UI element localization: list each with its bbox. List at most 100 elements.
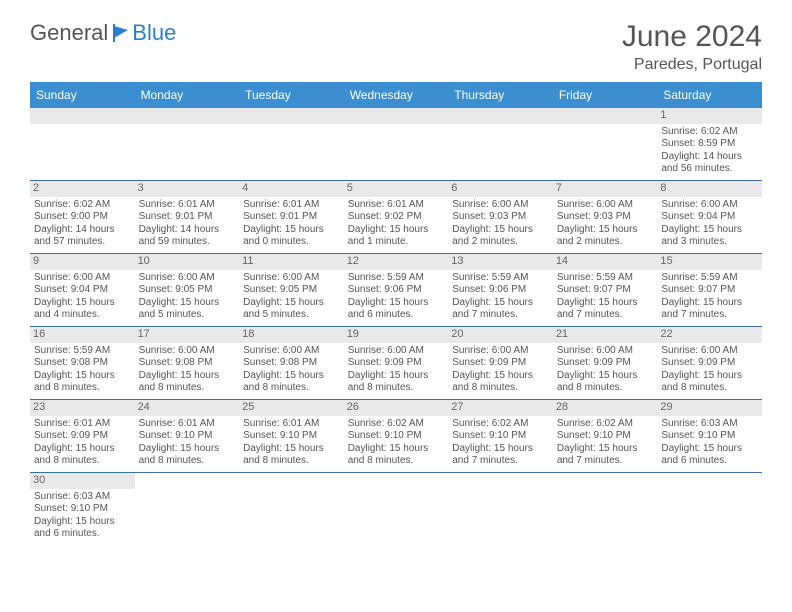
daylight-text: Daylight: 15 hours and 2 minutes. [452, 224, 549, 249]
empty-cell [135, 473, 240, 546]
day-number: 28 [553, 400, 658, 416]
title-block: June 2024 Paredes, Portugal [622, 20, 762, 74]
sunset-text: Sunset: 9:10 PM [348, 430, 445, 443]
weekday-header: Monday [135, 82, 240, 108]
sunrise-text: Sunrise: 6:00 AM [452, 345, 549, 358]
daylight-text: Daylight: 15 hours and 8 minutes. [34, 443, 131, 468]
daylight-text: Daylight: 15 hours and 2 minutes. [557, 224, 654, 249]
sunset-text: Sunset: 9:03 PM [452, 211, 549, 224]
calendar-row: 30Sunrise: 6:03 AMSunset: 9:10 PMDayligh… [30, 473, 762, 546]
day-number: 17 [135, 327, 240, 343]
sunrise-text: Sunrise: 6:01 AM [34, 418, 131, 431]
day-cell: 18Sunrise: 6:00 AMSunset: 9:08 PMDayligh… [239, 327, 344, 400]
day-cell: 26Sunrise: 6:02 AMSunset: 9:10 PMDayligh… [344, 400, 449, 473]
day-number: 16 [30, 327, 135, 343]
sunset-text: Sunset: 9:04 PM [661, 211, 758, 224]
sunrise-text: Sunrise: 6:02 AM [452, 418, 549, 431]
calendar-row: 2Sunrise: 6:02 AMSunset: 9:00 PMDaylight… [30, 181, 762, 254]
day-cell: 12Sunrise: 5:59 AMSunset: 9:06 PMDayligh… [344, 254, 449, 327]
day-cell: 4Sunrise: 6:01 AMSunset: 9:01 PMDaylight… [239, 181, 344, 254]
daylight-text: Daylight: 15 hours and 8 minutes. [348, 370, 445, 395]
daylight-text: Daylight: 15 hours and 5 minutes. [139, 297, 236, 322]
flag-icon [112, 24, 132, 42]
weekday-header: Wednesday [344, 82, 449, 108]
sunrise-text: Sunrise: 6:00 AM [452, 199, 549, 212]
sunrise-text: Sunrise: 6:01 AM [243, 199, 340, 212]
sunset-text: Sunset: 9:05 PM [243, 284, 340, 297]
day-number: 6 [448, 181, 553, 197]
empty-daynum-bar [30, 108, 135, 124]
day-cell: 30Sunrise: 6:03 AMSunset: 9:10 PMDayligh… [30, 473, 135, 546]
day-number: 29 [657, 400, 762, 416]
sunset-text: Sunset: 9:08 PM [34, 357, 131, 370]
day-cell: 1Sunrise: 6:02 AMSunset: 8:59 PMDaylight… [657, 108, 762, 181]
day-cell: 5Sunrise: 6:01 AMSunset: 9:02 PMDaylight… [344, 181, 449, 254]
daylight-text: Daylight: 15 hours and 7 minutes. [557, 297, 654, 322]
day-cell: 16Sunrise: 5:59 AMSunset: 9:08 PMDayligh… [30, 327, 135, 400]
calendar-row: 23Sunrise: 6:01 AMSunset: 9:09 PMDayligh… [30, 400, 762, 473]
sunrise-text: Sunrise: 6:02 AM [348, 418, 445, 431]
calendar-row: 9Sunrise: 6:00 AMSunset: 9:04 PMDaylight… [30, 254, 762, 327]
daylight-text: Daylight: 15 hours and 5 minutes. [243, 297, 340, 322]
day-cell: 14Sunrise: 5:59 AMSunset: 9:07 PMDayligh… [553, 254, 658, 327]
sunrise-text: Sunrise: 6:00 AM [34, 272, 131, 285]
day-number: 20 [448, 327, 553, 343]
sunset-text: Sunset: 9:09 PM [661, 357, 758, 370]
day-cell: 24Sunrise: 6:01 AMSunset: 9:10 PMDayligh… [135, 400, 240, 473]
day-cell: 8Sunrise: 6:00 AMSunset: 9:04 PMDaylight… [657, 181, 762, 254]
sunset-text: Sunset: 9:10 PM [139, 430, 236, 443]
sunset-text: Sunset: 9:01 PM [139, 211, 236, 224]
sunrise-text: Sunrise: 6:01 AM [243, 418, 340, 431]
day-number: 22 [657, 327, 762, 343]
day-cell: 20Sunrise: 6:00 AMSunset: 9:09 PMDayligh… [448, 327, 553, 400]
day-number: 2 [30, 181, 135, 197]
calendar-row: 16Sunrise: 5:59 AMSunset: 9:08 PMDayligh… [30, 327, 762, 400]
daylight-text: Daylight: 15 hours and 8 minutes. [243, 370, 340, 395]
sunset-text: Sunset: 9:02 PM [348, 211, 445, 224]
day-cell: 13Sunrise: 5:59 AMSunset: 9:06 PMDayligh… [448, 254, 553, 327]
day-number: 13 [448, 254, 553, 270]
empty-cell [553, 108, 658, 181]
day-number: 7 [553, 181, 658, 197]
daylight-text: Daylight: 14 hours and 57 minutes. [34, 224, 131, 249]
sunset-text: Sunset: 9:06 PM [452, 284, 549, 297]
day-cell: 15Sunrise: 5:59 AMSunset: 9:07 PMDayligh… [657, 254, 762, 327]
day-number: 30 [30, 473, 135, 489]
sunrise-text: Sunrise: 6:00 AM [139, 345, 236, 358]
day-number: 24 [135, 400, 240, 416]
weekday-header: Tuesday [239, 82, 344, 108]
day-number: 8 [657, 181, 762, 197]
day-number: 10 [135, 254, 240, 270]
sunset-text: Sunset: 9:01 PM [243, 211, 340, 224]
logo-text-1: General [30, 20, 108, 46]
empty-cell [448, 473, 553, 546]
daylight-text: Daylight: 15 hours and 7 minutes. [661, 297, 758, 322]
day-number: 26 [344, 400, 449, 416]
daylight-text: Daylight: 15 hours and 4 minutes. [34, 297, 131, 322]
day-number: 27 [448, 400, 553, 416]
sunset-text: Sunset: 9:04 PM [34, 284, 131, 297]
page-header: General Blue June 2024 Paredes, Portugal [30, 20, 762, 74]
daylight-text: Daylight: 15 hours and 8 minutes. [243, 443, 340, 468]
weekday-header: Friday [553, 82, 658, 108]
sunrise-text: Sunrise: 6:01 AM [139, 418, 236, 431]
day-cell: 28Sunrise: 6:02 AMSunset: 9:10 PMDayligh… [553, 400, 658, 473]
sunrise-text: Sunrise: 6:01 AM [348, 199, 445, 212]
daylight-text: Daylight: 15 hours and 8 minutes. [661, 370, 758, 395]
sunrise-text: Sunrise: 5:59 AM [661, 272, 758, 285]
daylight-text: Daylight: 15 hours and 0 minutes. [243, 224, 340, 249]
day-cell: 2Sunrise: 6:02 AMSunset: 9:00 PMDaylight… [30, 181, 135, 254]
sunset-text: Sunset: 8:59 PM [661, 138, 758, 151]
empty-cell [135, 108, 240, 181]
weekday-header: Sunday [30, 82, 135, 108]
day-number: 3 [135, 181, 240, 197]
sunrise-text: Sunrise: 6:00 AM [243, 272, 340, 285]
sunset-text: Sunset: 9:08 PM [139, 357, 236, 370]
logo: General Blue [30, 20, 176, 46]
empty-cell [30, 108, 135, 181]
sunset-text: Sunset: 9:09 PM [34, 430, 131, 443]
day-cell: 11Sunrise: 6:00 AMSunset: 9:05 PMDayligh… [239, 254, 344, 327]
sunset-text: Sunset: 9:10 PM [34, 503, 131, 516]
sunset-text: Sunset: 9:05 PM [139, 284, 236, 297]
calendar-row: 1Sunrise: 6:02 AMSunset: 8:59 PMDaylight… [30, 108, 762, 181]
